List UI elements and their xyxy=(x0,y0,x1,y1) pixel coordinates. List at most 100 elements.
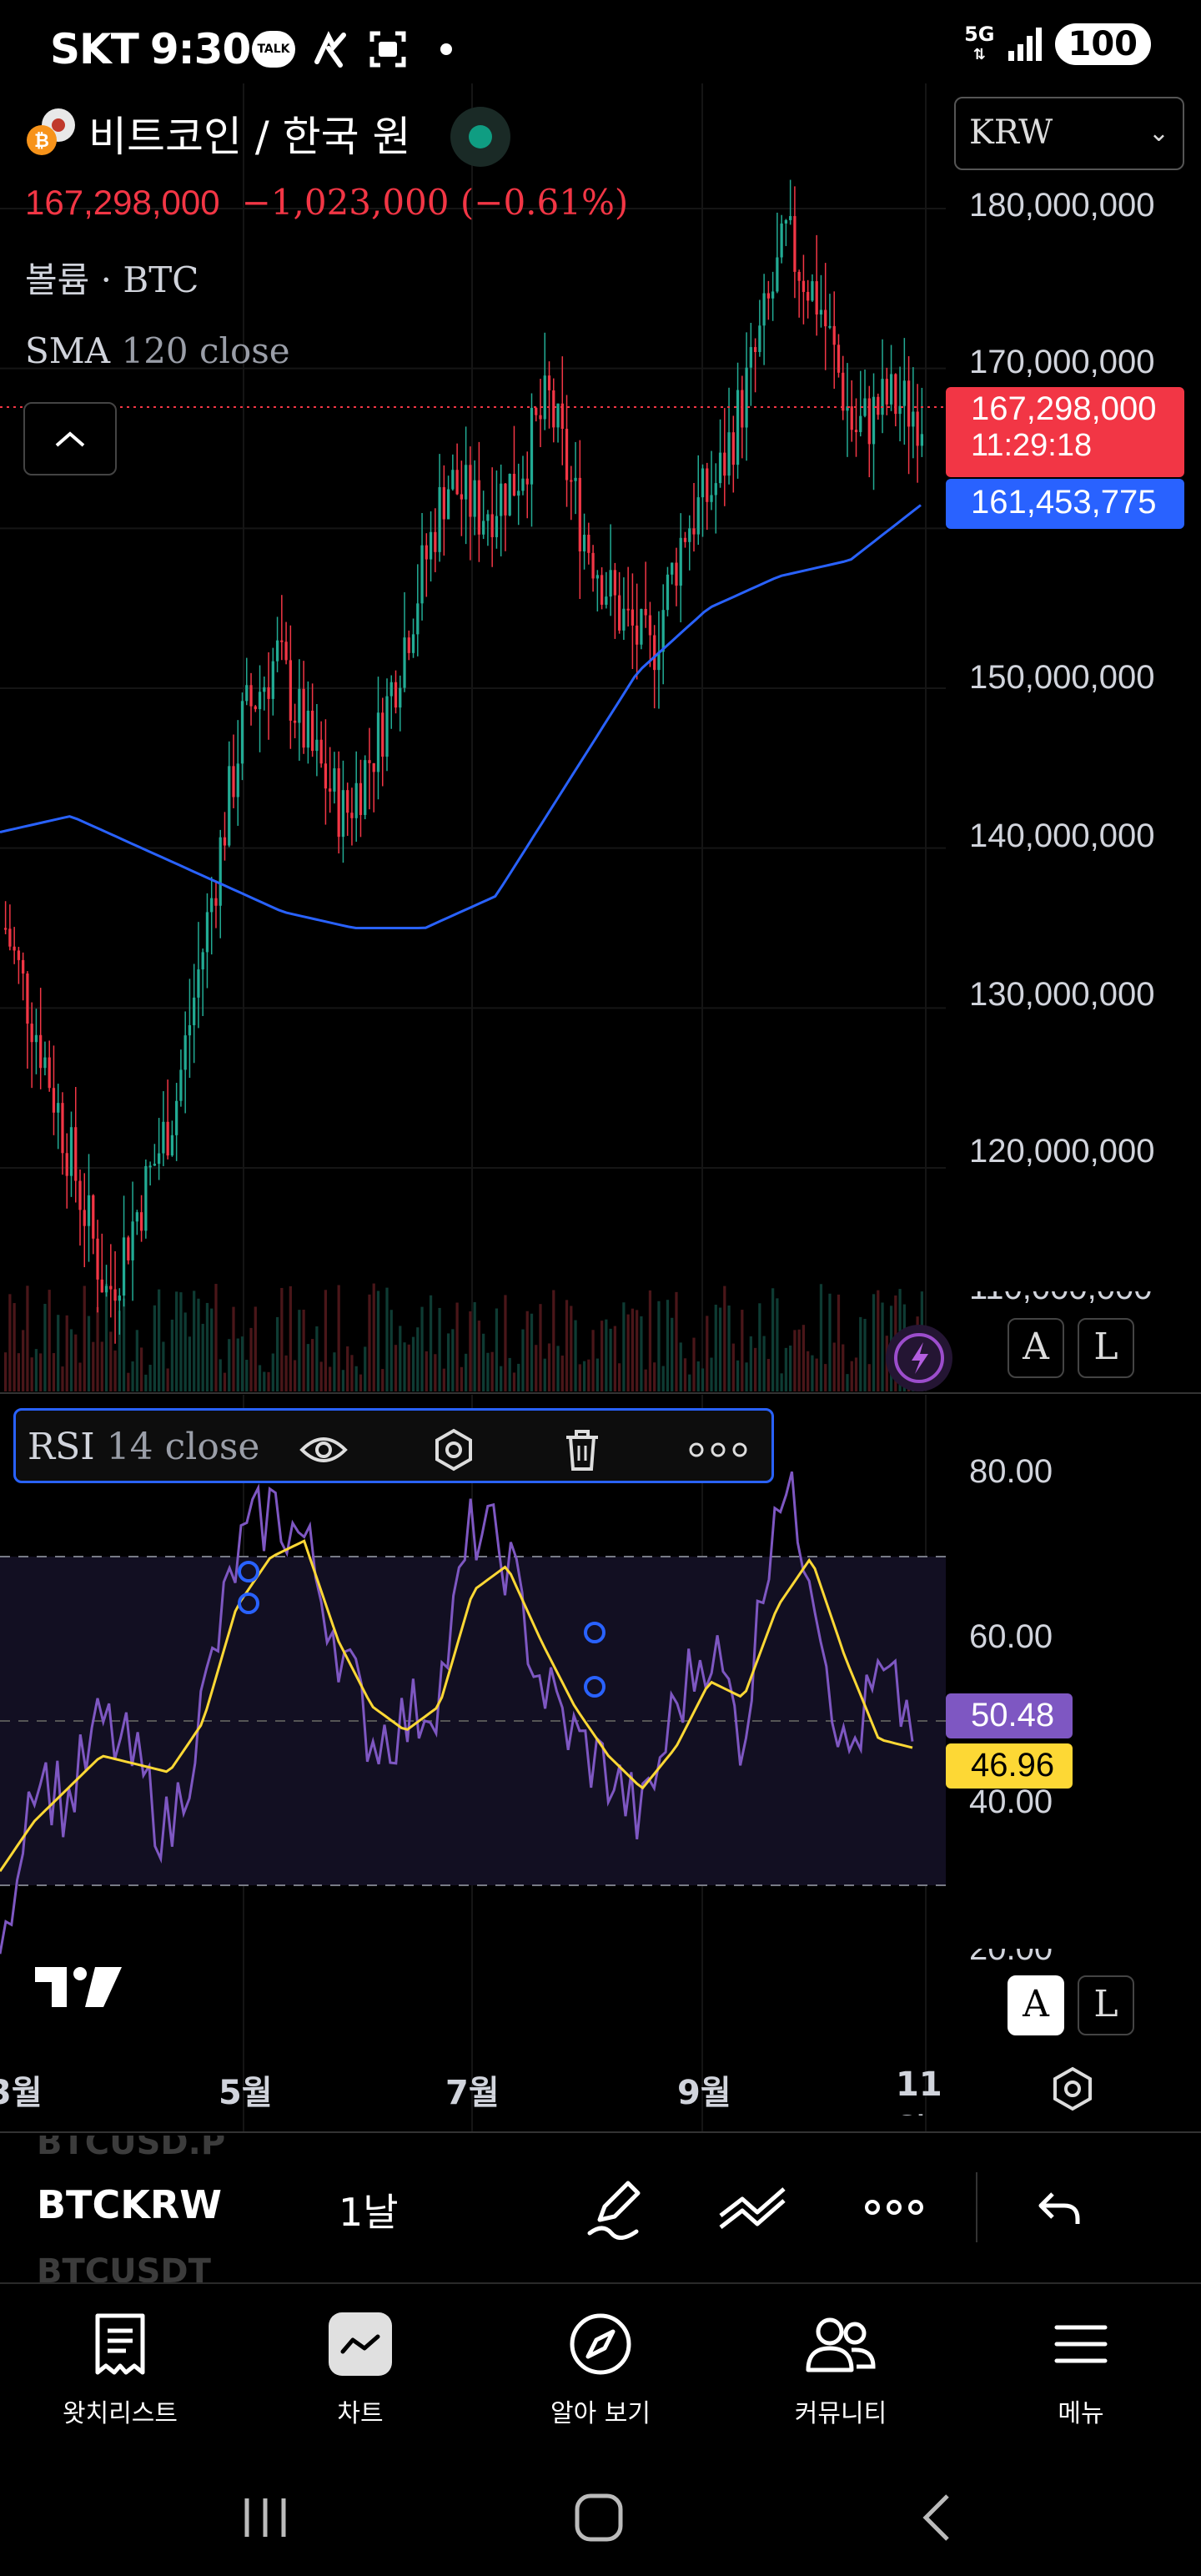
volume-bar xyxy=(648,1290,652,1391)
candle-body xyxy=(771,291,775,299)
price-axis-label: 120,000,000 xyxy=(969,1133,1155,1170)
auto-scale-button[interactable]: A xyxy=(1008,1318,1064,1378)
volume-bar xyxy=(425,1351,428,1391)
price-axis-label: 150,000,000 xyxy=(969,659,1155,696)
indicators-button[interactable] xyxy=(717,2172,787,2242)
volume-bar xyxy=(701,1368,705,1391)
candle-body xyxy=(692,528,696,535)
nav-community[interactable]: 커뮤니티 xyxy=(741,2302,941,2429)
more-options-button[interactable] xyxy=(688,1426,748,1474)
volume-bar xyxy=(113,1350,117,1391)
volume-bar xyxy=(104,1284,108,1391)
recent-apps-button[interactable] xyxy=(224,2484,307,2551)
volume-bar xyxy=(254,1306,257,1391)
volume-bar xyxy=(521,1329,525,1391)
collapse-legend-button[interactable] xyxy=(23,402,117,475)
nav-chart[interactable]: 차트 xyxy=(260,2302,460,2429)
candle-body xyxy=(359,782,363,815)
candle-body xyxy=(364,760,367,815)
candle-body xyxy=(434,531,437,552)
price-axis-label: 130,000,000 xyxy=(969,976,1155,1013)
candle-body xyxy=(477,480,481,535)
home-button[interactable] xyxy=(557,2484,641,2551)
market-open-indicator xyxy=(450,107,510,167)
candle-body xyxy=(394,682,398,708)
price-chart[interactable] xyxy=(0,83,1201,2149)
nav-menu[interactable]: 메뉴 xyxy=(981,2302,1181,2429)
volume-bar xyxy=(376,1291,380,1391)
candle-body xyxy=(319,739,323,764)
candle-body xyxy=(701,468,705,498)
volume-bar xyxy=(605,1319,608,1391)
candle-body xyxy=(148,1165,152,1168)
more-notifications-dot xyxy=(440,43,452,55)
candle-body xyxy=(666,574,670,611)
remove-indicator-button[interactable] xyxy=(558,1426,606,1474)
interval-button[interactable]: 1날 xyxy=(339,2190,399,2235)
candle-body xyxy=(214,898,218,906)
candle-body xyxy=(245,685,249,702)
status-right: 5G ⇅ 100 xyxy=(964,23,1151,65)
rsi-log-scale-button[interactable]: L xyxy=(1078,1975,1134,2035)
volume-bar xyxy=(683,1358,687,1391)
price-axis-label-clipped: 110,000,000 xyxy=(969,1291,1186,1308)
candle-body xyxy=(13,946,16,951)
drawing-tools-button[interactable] xyxy=(580,2172,651,2242)
volume-bar xyxy=(477,1321,481,1391)
candle-body xyxy=(61,1103,64,1154)
tradingview-logo-icon xyxy=(35,1967,122,2007)
candle-body xyxy=(96,1238,99,1280)
volume-bar xyxy=(122,1298,126,1391)
volume-bar xyxy=(570,1306,573,1391)
candle-body xyxy=(298,688,301,723)
volume-bar xyxy=(666,1300,670,1391)
sma-line xyxy=(0,504,922,929)
candle-body xyxy=(832,325,836,345)
divergence-marker xyxy=(584,1622,606,1643)
candle-body xyxy=(706,468,709,502)
candle-body xyxy=(193,997,196,1025)
nav-watchlist[interactable]: 왓치리스트 xyxy=(20,2302,220,2429)
volume-bar xyxy=(512,1372,516,1391)
symbol-toolbar: BTCKRW 1날 xyxy=(0,2172,1201,2242)
symbol-title[interactable]: 비트코인 / 한국 원 xyxy=(88,113,411,161)
volume-bar xyxy=(368,1294,371,1391)
candle-body xyxy=(271,661,274,699)
candle-body xyxy=(455,470,459,495)
nav-explore[interactable]: 알아 보기 xyxy=(500,2302,701,2429)
time-axis[interactable]: 3월 5월 7월 9월 11월 xyxy=(0,2065,946,2116)
chart-settings-button[interactable] xyxy=(1049,2065,1096,2112)
bitcoin-logo-icon: ₿ xyxy=(27,108,75,155)
more-icon xyxy=(865,2200,923,2215)
currency-select[interactable]: KRW ⌄ xyxy=(954,97,1184,170)
visibility-button[interactable] xyxy=(299,1426,348,1474)
candle-body xyxy=(425,545,428,560)
back-button[interactable] xyxy=(894,2484,977,2551)
sma-legend[interactable]: SMA 120 close xyxy=(25,330,290,371)
volume-bar xyxy=(881,1302,884,1391)
volume-bar xyxy=(170,1319,174,1391)
candle-body xyxy=(811,281,814,301)
rsi-auto-scale-button[interactable]: A xyxy=(1008,1975,1064,2035)
undo-button[interactable] xyxy=(1024,2172,1094,2242)
candle-body xyxy=(828,325,832,328)
volume-bar xyxy=(802,1325,806,1391)
volume-bar xyxy=(797,1329,801,1391)
candle-body xyxy=(885,379,888,405)
rsi-legend[interactable]: RSI 14 close xyxy=(13,1408,774,1483)
candle-body xyxy=(205,912,209,953)
log-scale-button[interactable]: L xyxy=(1078,1318,1134,1378)
symbol-button[interactable]: BTCKRW xyxy=(37,2182,223,2227)
volume-bar xyxy=(17,1353,21,1391)
candle-body xyxy=(144,1165,148,1231)
flash-alert-button[interactable] xyxy=(886,1325,952,1391)
more-tools-button[interactable] xyxy=(859,2172,929,2242)
volume-legend[interactable]: 볼륨 · BTC xyxy=(25,259,199,300)
volume-bar xyxy=(179,1292,183,1391)
candle-body xyxy=(881,379,884,415)
rsi-ma-line xyxy=(0,1539,913,1873)
indicator-settings-button[interactable] xyxy=(430,1426,478,1474)
volume-bar xyxy=(828,1293,832,1391)
candle-body xyxy=(166,1121,169,1156)
candle-body xyxy=(153,1164,156,1166)
